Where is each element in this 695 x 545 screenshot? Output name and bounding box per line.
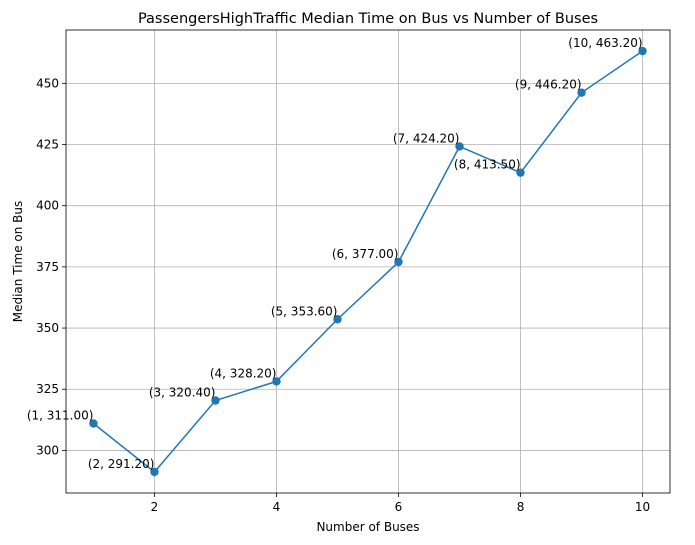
- data-label: (4, 328.20): [210, 366, 277, 380]
- data-point: [577, 88, 586, 97]
- y-tick-label: 375: [36, 260, 59, 274]
- data-label: (2, 291.20): [88, 457, 155, 471]
- x-tick-label: 6: [395, 500, 403, 514]
- x-tick-label: 8: [517, 500, 525, 514]
- data-label: (6, 377.00): [332, 247, 399, 261]
- data-point: [89, 419, 98, 428]
- data-point: [272, 377, 281, 386]
- data-label: (5, 353.60): [271, 304, 338, 318]
- y-tick-label: 300: [36, 443, 59, 457]
- data-label: (3, 320.40): [149, 385, 216, 399]
- x-tick-label: 10: [635, 500, 650, 514]
- y-tick-label: 425: [36, 138, 59, 152]
- chart-title: PassengersHighTraffic Median Time on Bus…: [138, 11, 598, 27]
- data-label: (1, 311.00): [27, 409, 94, 423]
- data-label: (10, 463.20): [568, 36, 642, 50]
- x-tick-label: 4: [273, 500, 281, 514]
- data-point: [516, 168, 525, 177]
- data-point: [638, 46, 647, 56]
- data-label: (9, 446.20): [515, 78, 582, 92]
- y-axis-label: Median Time on Bus: [11, 201, 25, 323]
- plot-frame: [65, 29, 671, 494]
- series-line: [92, 50, 643, 473]
- data-labels: (1, 311.00) (2, 291.20) (3, 320.40) (4, 328…: [27, 36, 643, 471]
- data-label: (8, 413.50): [454, 158, 521, 172]
- x-axis-label: Number of Buses: [316, 520, 419, 534]
- y-tick-label: 325: [36, 382, 59, 396]
- data-point: [455, 142, 464, 151]
- y-tick-label: 400: [36, 199, 59, 213]
- y-tick-label: 450: [36, 76, 59, 90]
- series-layer: [89, 46, 647, 477]
- data-label: (7, 424.20): [393, 131, 460, 145]
- data-point: [211, 396, 220, 405]
- data-point: [150, 467, 159, 477]
- data-point: [333, 315, 342, 324]
- x-tick-label: 2: [151, 500, 159, 514]
- y-tick-label: 350: [36, 321, 59, 335]
- data-point: [394, 257, 403, 267]
- axis-ticks: 2 4 6 8 10 300 325 350 375 400 425 450: [36, 76, 650, 514]
